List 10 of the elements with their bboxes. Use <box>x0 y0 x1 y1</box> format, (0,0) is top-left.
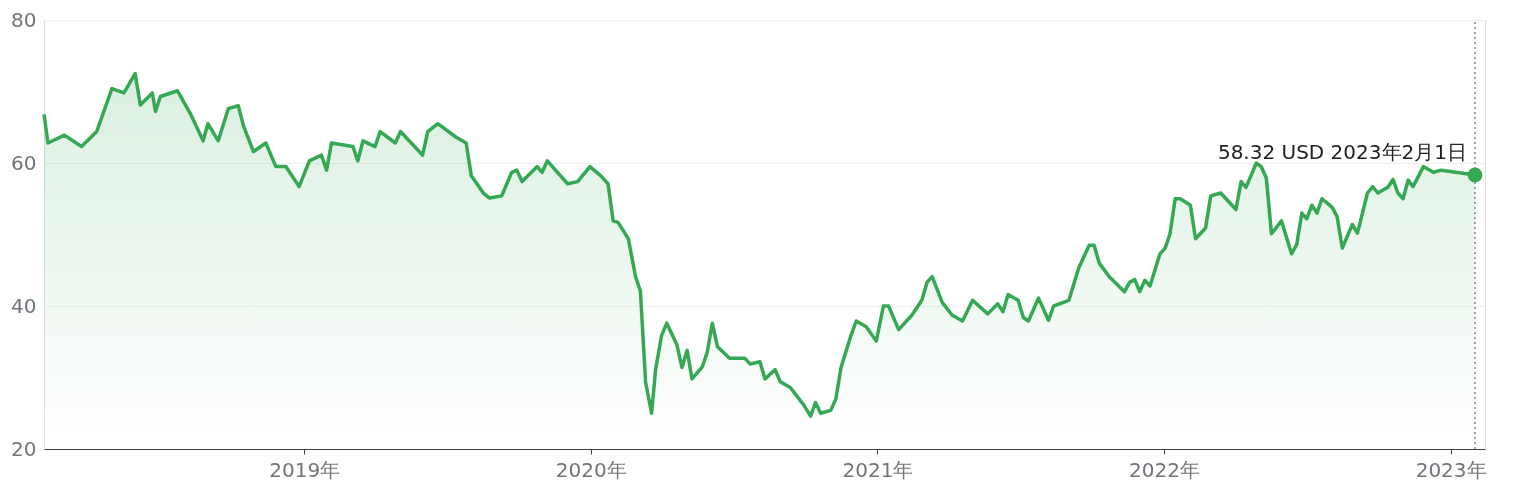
annotation: 58.32 USD 2023年2月1日 <box>1217 140 1467 165</box>
y-tick-label: 40 <box>11 293 37 318</box>
x-tick-label: 2020年 <box>555 457 627 482</box>
x-tick-label: 2019年 <box>269 457 341 482</box>
y-tick-label: 20 <box>11 436 37 461</box>
x-tick-label: 2023年 <box>1415 457 1487 482</box>
y-tick-label: 80 <box>11 7 37 32</box>
y-tick-label: 60 <box>11 150 37 175</box>
x-tick-label: 2022年 <box>1129 457 1200 482</box>
x-tick-label: 2021年 <box>842 457 914 482</box>
